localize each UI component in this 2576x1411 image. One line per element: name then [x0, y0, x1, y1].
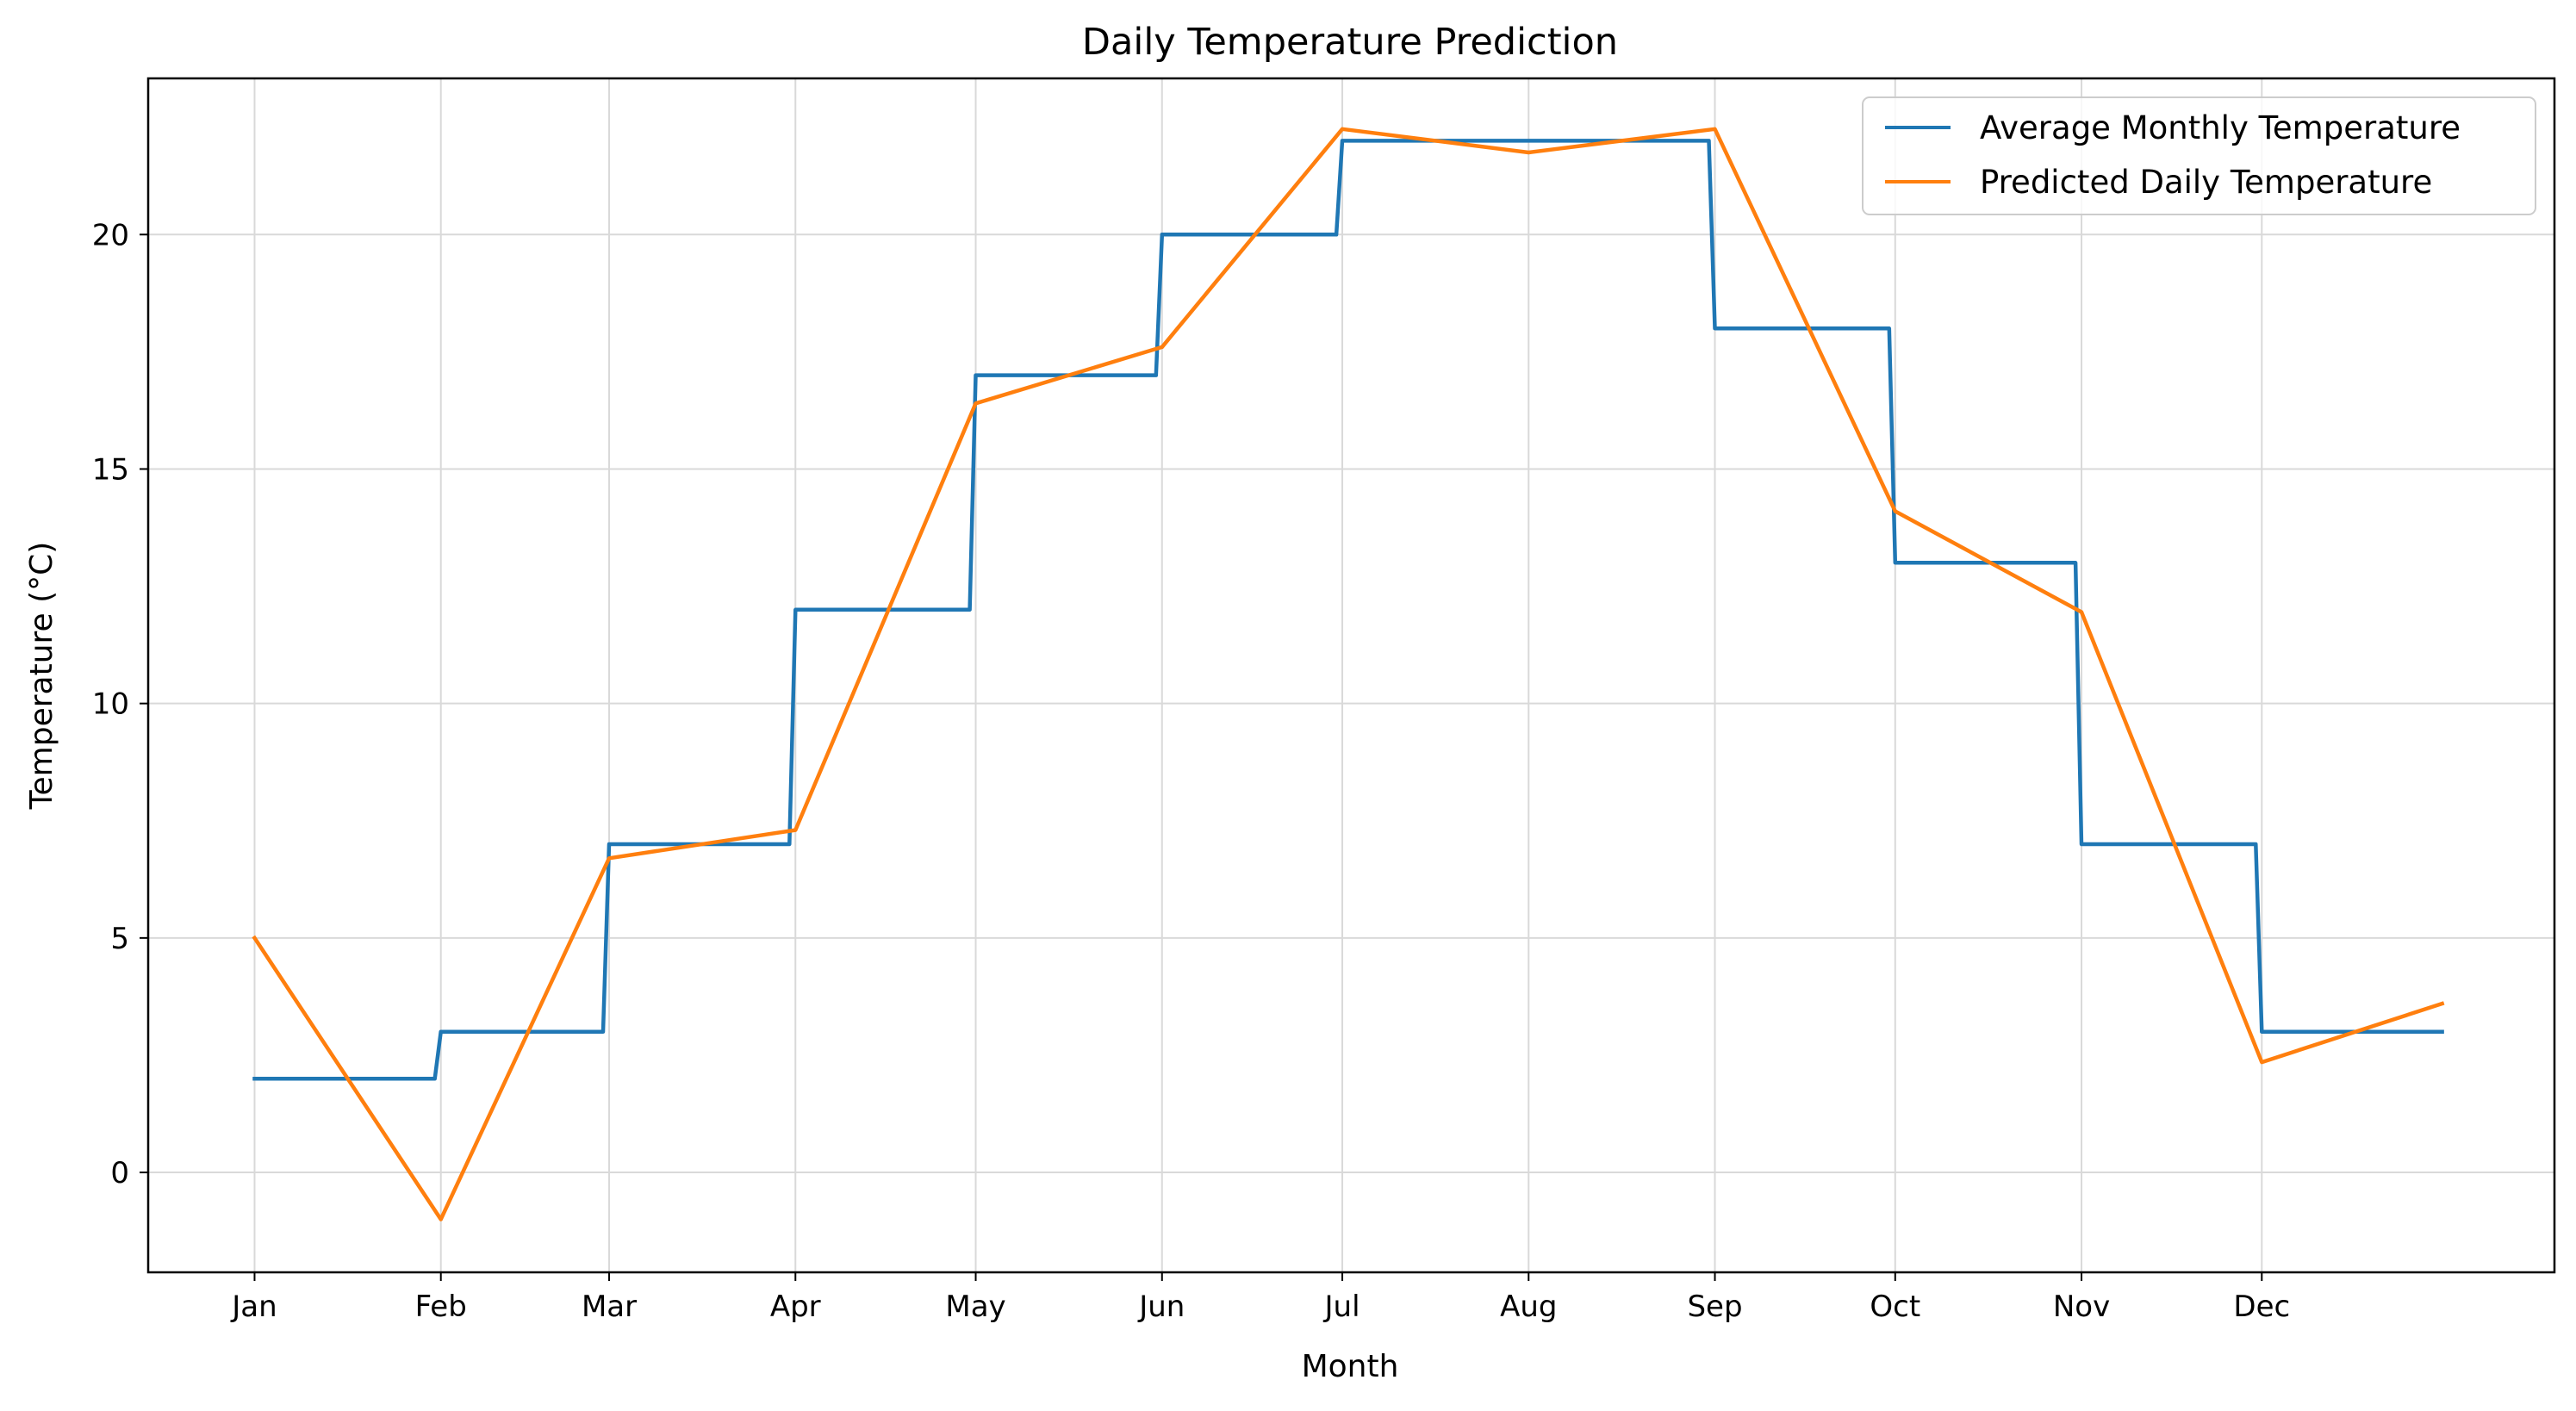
- y-tick-label: 5: [110, 922, 129, 956]
- series-predicted-daily-line: [252, 127, 2445, 1221]
- x-tick-label: Jul: [1323, 1290, 1360, 1324]
- x-tick-label: Jan: [230, 1290, 277, 1324]
- x-axis-label: Month: [1302, 1349, 1399, 1384]
- y-axis-ticks: 0 5 10 15 20: [92, 218, 148, 1190]
- x-tick-label: Dec: [2233, 1290, 2290, 1324]
- y-tick-label: 0: [110, 1156, 129, 1190]
- legend-box: [1862, 96, 2536, 215]
- x-tick-label: Aug: [1500, 1290, 1557, 1324]
- x-axis-ticks: Jan Feb Mar Apr May Jun Jul Aug Sep Oct Nov Dec: [230, 1272, 2290, 1324]
- legend-label-average-monthly: Average Monthly Temperature: [1980, 109, 2461, 146]
- x-tick-label: Apr: [770, 1290, 821, 1324]
- series-layer: [252, 127, 2445, 1221]
- x-tick-label: Sep: [1687, 1290, 1742, 1324]
- x-tick-label: Jun: [1137, 1290, 1185, 1324]
- x-tick-label: Oct: [1870, 1290, 1920, 1324]
- y-tick-label: 20: [92, 218, 129, 252]
- plot-frame: [146, 77, 2556, 1274]
- x-tick-label: Feb: [415, 1290, 467, 1324]
- legend-label-predicted-daily: Predicted Daily Temperature: [1980, 164, 2432, 201]
- legend: Average Monthly Temperature Predicted Da…: [1862, 96, 2536, 215]
- chart-title: Daily Temperature Prediction: [1082, 21, 1618, 64]
- y-tick-label: 10: [92, 687, 129, 722]
- y-tick-label: 15: [92, 452, 129, 487]
- series-average-monthly-line: [252, 139, 2444, 1081]
- x-tick-label: Nov: [2053, 1290, 2110, 1324]
- x-tick-label: May: [945, 1290, 1005, 1324]
- y-axis-label: Temperature (°C): [24, 542, 59, 811]
- x-tick-label: Mar: [582, 1290, 637, 1324]
